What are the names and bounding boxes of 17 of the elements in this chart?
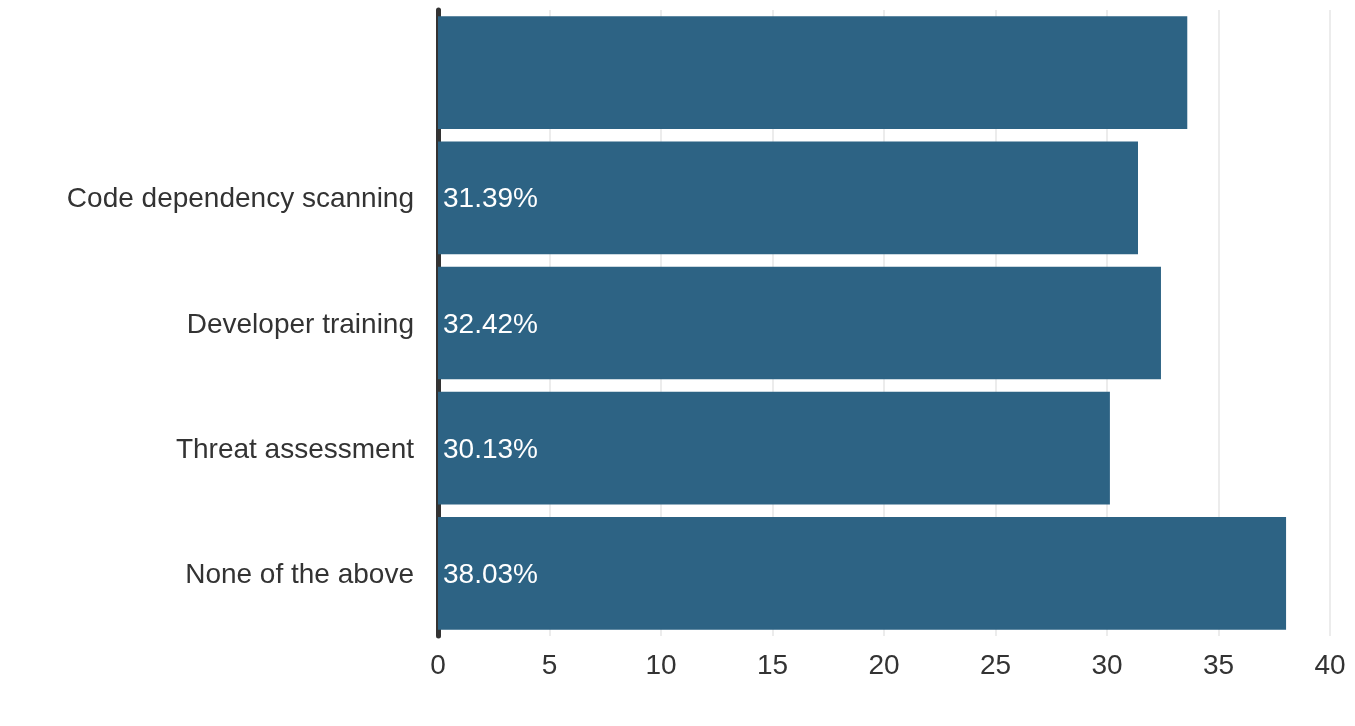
data-label: 32.42% — [443, 307, 538, 339]
y-tick-label: Code dependency scanning — [66, 182, 414, 214]
data-label: 31.39% — [443, 182, 538, 214]
x-tick-label: 15 — [756, 648, 789, 680]
x-tick-label: 35 — [1202, 648, 1235, 680]
x-tick-label: 5 — [541, 648, 558, 680]
y-tick-label: None of the above — [185, 557, 414, 589]
data-label: 38.03% — [443, 557, 538, 589]
y-tick-label: Threat assessment — [175, 432, 415, 464]
x-tick-label: 25 — [979, 648, 1012, 680]
x-tick-label: 30 — [1091, 648, 1123, 680]
x-tick-label: 20 — [868, 648, 900, 680]
x-tick-label: 40 — [1314, 648, 1346, 680]
x-tick-label: 0 — [430, 648, 446, 680]
x-tick-label: 10 — [645, 648, 677, 680]
y-tick-label: Developer training — [186, 307, 414, 339]
data-label: 30.13% — [443, 432, 538, 464]
